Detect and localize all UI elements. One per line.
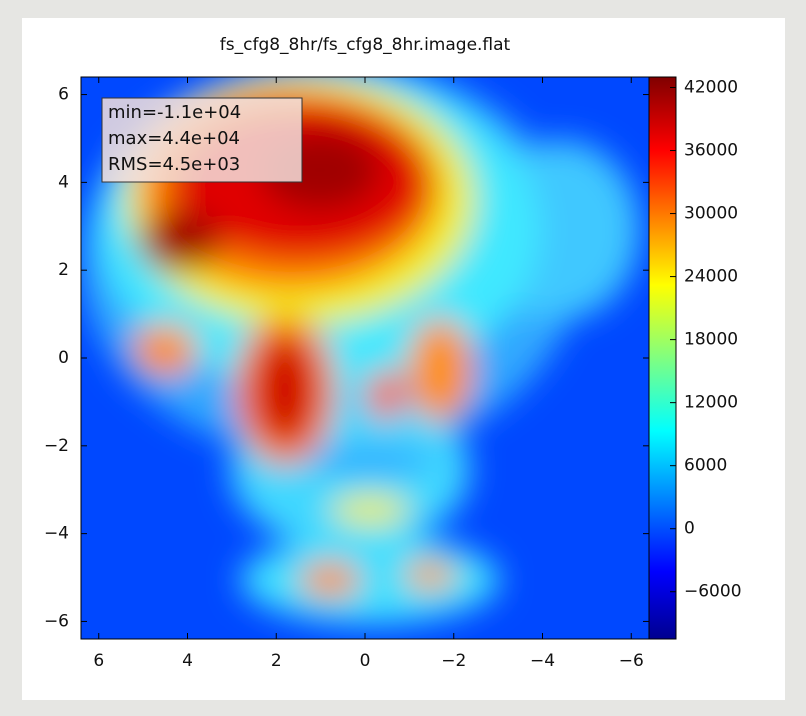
y-tick-label: −6	[44, 611, 69, 631]
x-tick-label: 4	[182, 651, 193, 671]
x-tick-label: −4	[530, 651, 555, 671]
colorbar-tick-label: 42000	[684, 78, 738, 98]
stats-box	[101, 97, 303, 183]
chart-title: fs_cfg8_8hr/fs_cfg8_8hr.image.flat	[220, 35, 511, 55]
colorbar-tick-label: 0	[684, 519, 695, 539]
colorbar-tick-label: 18000	[684, 330, 738, 350]
y-tick-label: 0	[58, 348, 69, 368]
x-tick-label: 6	[93, 651, 104, 671]
y-tick-label: −2	[44, 436, 69, 456]
y-tick-label: 4	[58, 172, 69, 192]
stats-text: max=4.4e+04	[108, 128, 240, 149]
colorbar-tick-label: 36000	[684, 141, 738, 161]
colorbar-tick-label: −6000	[684, 582, 742, 602]
colorbar-tick-label: 6000	[684, 456, 727, 476]
colorbar-tick-label: 30000	[684, 204, 738, 224]
x-tick-label: 0	[360, 651, 371, 671]
y-tick-label: −4	[44, 524, 69, 544]
x-tick-label: −2	[441, 651, 466, 671]
stats-text: min=-1.1e+04	[108, 102, 241, 123]
colorbar-tick-label: 12000	[684, 393, 738, 413]
x-tick-label: −6	[619, 651, 644, 671]
image	[81, 77, 649, 639]
colorbar-tick-label: 24000	[684, 267, 738, 287]
y-tick-label: 2	[58, 260, 69, 280]
colorbar	[648, 76, 677, 640]
stats-text: RMS=4.5e+03	[108, 154, 240, 175]
x-tick-label: 2	[271, 651, 282, 671]
y-tick-label: 6	[58, 85, 69, 105]
